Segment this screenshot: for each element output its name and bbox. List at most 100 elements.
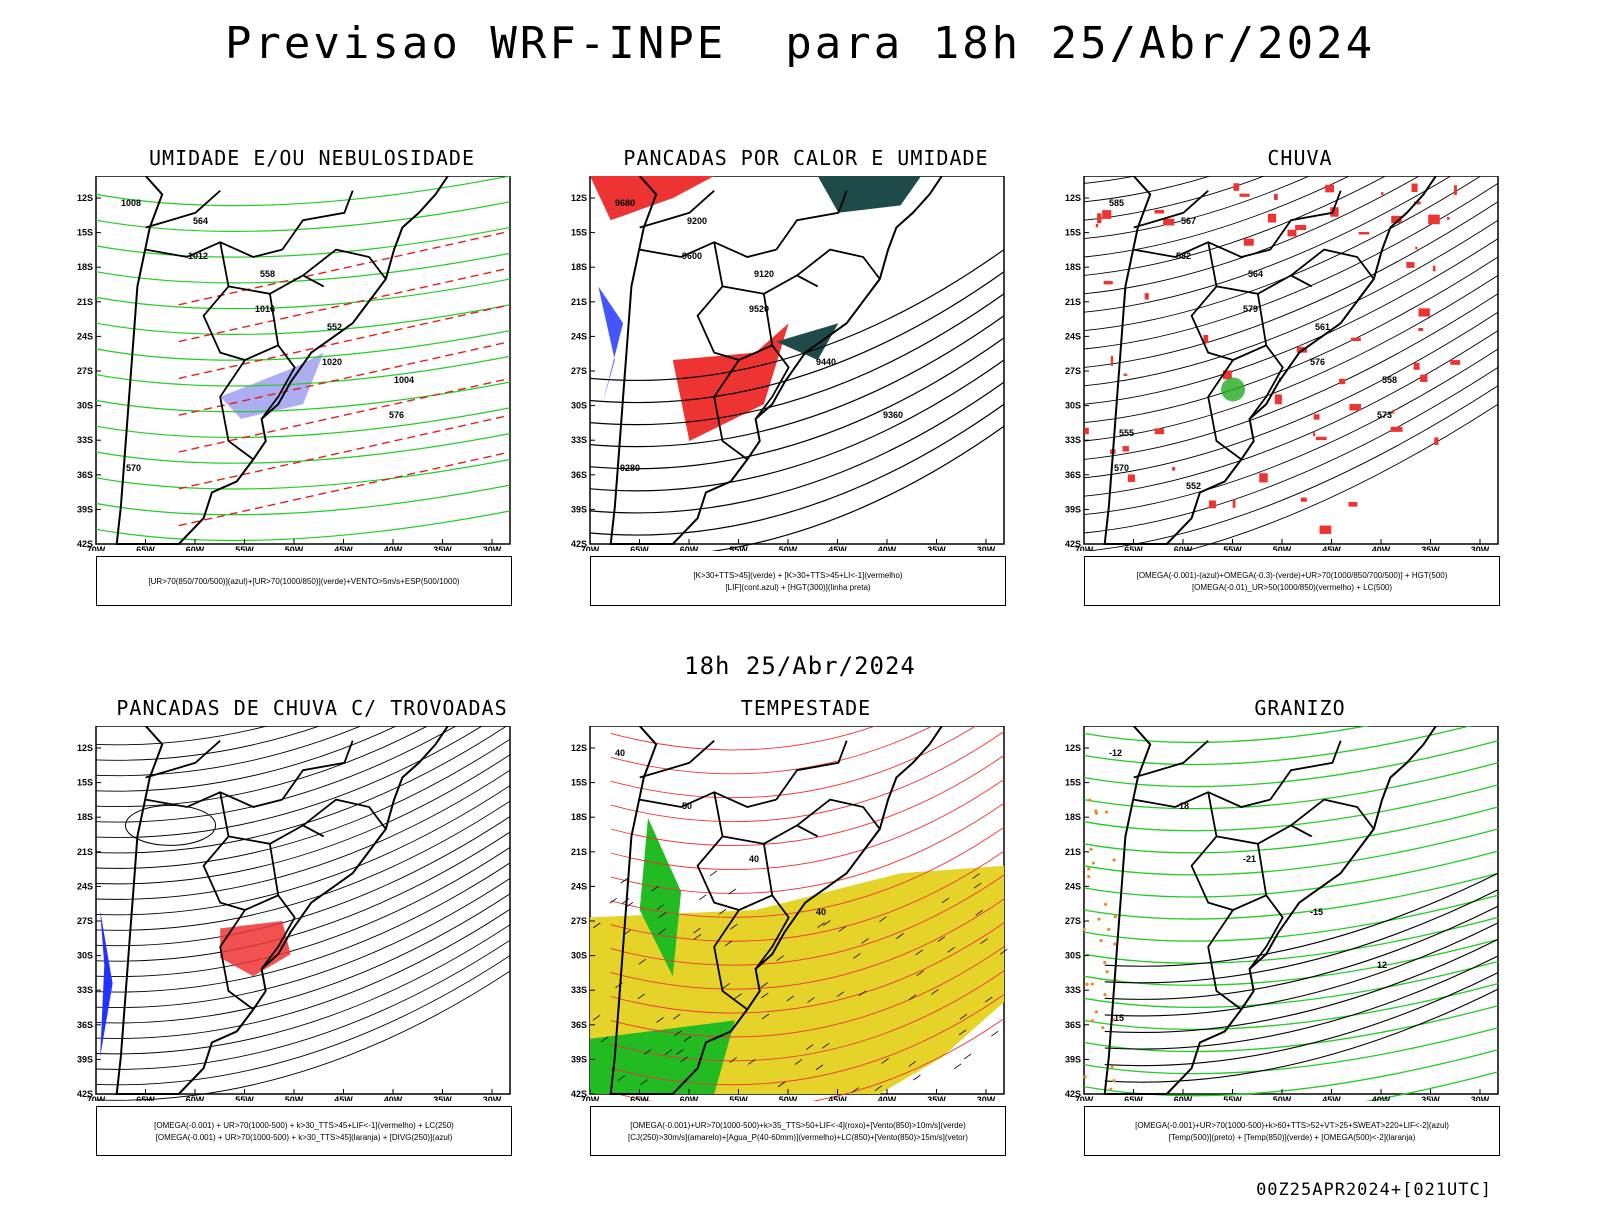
water-contour <box>610 994 1005 1086</box>
legend: [OMEGA(-0.001)+UR>70(1000-500)+k>60+TTS>… <box>1084 1106 1500 1156</box>
coastline <box>115 176 449 545</box>
wind-vector <box>664 1049 673 1055</box>
country-border <box>713 909 748 1011</box>
country-border <box>639 740 715 779</box>
rain-cell <box>1413 362 1420 370</box>
country-border <box>202 285 280 361</box>
contour-label: 576 <box>389 410 404 420</box>
humidity-contour <box>95 381 511 413</box>
rain-cell <box>1259 473 1268 483</box>
temp850-contour <box>1083 960 1499 1008</box>
omega-point <box>1110 1065 1114 1069</box>
lat-tick-label: 21S <box>1065 847 1081 857</box>
omega-point <box>1090 982 1094 986</box>
country-border <box>1269 740 1342 801</box>
lon-tick-label: 70W <box>581 545 600 551</box>
footer-timestamp: 00Z25APR2024+[021UTC] <box>1256 1180 1492 1200</box>
streamline <box>95 726 508 854</box>
wind-vector <box>821 1043 830 1049</box>
lat-tick-label: 30S <box>571 951 587 961</box>
map-granizo: -12 -18 -21 -15 12 15 12S 15S 18S 21S 24S 27S 30S 33S… <box>1065 726 1499 1101</box>
contour-label: 9520 <box>749 304 769 314</box>
contour-label: 40 <box>816 907 826 917</box>
streamline <box>95 726 321 761</box>
temp850-contour <box>1083 916 1499 964</box>
streamline <box>95 847 511 978</box>
country-border <box>1248 344 1284 420</box>
lon-tick-label: 35W <box>1421 1095 1440 1101</box>
lat-tick-label: 27S <box>1065 916 1081 926</box>
lat-tick-label: 18S <box>1065 262 1081 272</box>
streamline <box>1083 176 1311 240</box>
lon-tick-label: 30W <box>977 1095 996 1101</box>
omega-point <box>1094 1010 1099 1014</box>
omega-point <box>1113 942 1117 946</box>
temp850-contour <box>1083 1049 1499 1097</box>
wind-vector <box>908 994 917 1000</box>
wind-vector <box>724 940 733 947</box>
lat-tick-label: 36S <box>1065 1020 1081 1030</box>
temp850-contour <box>1083 1027 1499 1075</box>
legend: [OMEGA(-0.001)+UR>70(1000-500)+k>35_TTS>… <box>590 1106 1006 1156</box>
contour-label: 579 <box>1243 304 1258 314</box>
wind-vector <box>999 948 1008 955</box>
humidity-contour <box>95 226 511 258</box>
legend-line-1: [OMEGA(-0.001)+UR>70(1000-500)+k>60+TTS>… <box>1135 1120 1449 1130</box>
rain-cell <box>1391 215 1402 224</box>
rain-area <box>1221 377 1246 402</box>
omega-point <box>1103 960 1107 964</box>
lat-tick-label: 12S <box>77 193 93 203</box>
height-contour <box>589 403 1005 536</box>
height-contour <box>589 337 1005 470</box>
country-border <box>202 835 280 911</box>
lat-tick-label: 15S <box>571 778 587 788</box>
rain-cell <box>1418 327 1424 331</box>
lon-tick-label: 40W <box>878 545 897 551</box>
height-contour <box>710 425 1005 551</box>
streamline <box>95 726 269 746</box>
contour-label: 9200 <box>687 216 707 226</box>
contour-label: 564 <box>193 216 208 226</box>
lat-tick-label: 18S <box>571 262 587 272</box>
lon-tick-label: 65W <box>630 1095 649 1101</box>
panel-title: UMIDADE E/OU NEBULOSIDADE <box>148 146 476 170</box>
streamline <box>95 893 511 1024</box>
map-pancadas-calor: 9680 9600 9520 9440 9360 9280 9200 9120 12S 15S 18… <box>571 176 1005 551</box>
rain-cell <box>1313 414 1320 420</box>
rain-cell <box>1432 265 1436 272</box>
contour-label: 50 <box>682 801 692 811</box>
lat-tick-label: 12S <box>77 743 93 753</box>
wind-vector <box>908 1060 917 1067</box>
rain-cell <box>1406 262 1415 268</box>
rain-cell <box>1350 337 1361 341</box>
lon-tick-label: 70W <box>1075 545 1094 551</box>
wind-vector <box>915 949 923 956</box>
wind-vector <box>620 877 629 884</box>
rain-cell <box>1154 428 1164 435</box>
country-border <box>302 798 387 830</box>
lon-tick-label: 60W <box>1174 1095 1193 1101</box>
rain-cell <box>1222 370 1232 380</box>
wind-vector <box>658 912 666 918</box>
wind-vector <box>672 1013 681 1020</box>
legend-line-1: [UR>70(850/700/500)](azul)+[UR>70(1000/8… <box>148 576 460 586</box>
wind-vector <box>718 908 727 915</box>
wind-vector <box>991 1030 999 1037</box>
temp500-contour <box>1104 872 1499 967</box>
omega-point <box>1101 1026 1105 1030</box>
streamline <box>95 924 511 1055</box>
contour-label: 40 <box>749 854 759 864</box>
rain-cell <box>1453 185 1457 195</box>
rain-cell <box>1418 308 1430 317</box>
wind-vector <box>683 1036 692 1042</box>
temp850-contour <box>1083 726 1472 766</box>
thunderstorm-area <box>220 921 291 977</box>
coastline <box>609 726 943 1095</box>
humidity-contour <box>95 278 511 310</box>
contour-label: 552 <box>327 322 342 332</box>
lat-tick-label: 12S <box>571 193 587 203</box>
rain-cell <box>1415 246 1418 250</box>
panel-title: CHUVA <box>1267 146 1333 170</box>
temp500-contour <box>1104 988 1499 1083</box>
wind-vector <box>699 894 707 901</box>
